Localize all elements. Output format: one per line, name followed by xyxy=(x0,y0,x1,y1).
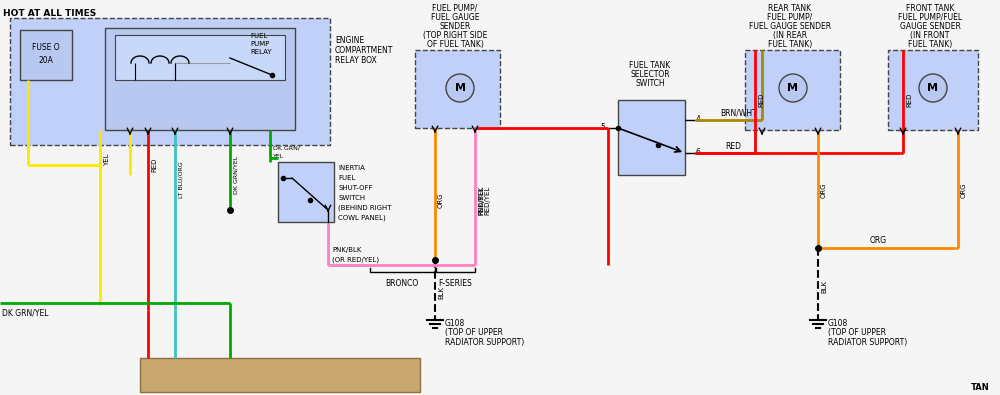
Text: DK GRN/: DK GRN/ xyxy=(273,145,300,150)
Text: BLK: BLK xyxy=(438,286,444,299)
Text: FUEL TANK): FUEL TANK) xyxy=(908,40,952,49)
Bar xyxy=(140,358,420,392)
Text: 20A: 20A xyxy=(39,56,53,64)
Text: RED: RED xyxy=(906,93,912,107)
Text: FUEL PUMP/: FUEL PUMP/ xyxy=(767,13,813,21)
Text: FUEL TANK: FUEL TANK xyxy=(629,60,671,70)
Bar xyxy=(278,162,334,222)
Bar xyxy=(105,28,295,130)
Text: RED: RED xyxy=(725,141,741,150)
Text: SHUT-OFF: SHUT-OFF xyxy=(338,185,373,191)
Text: FUEL: FUEL xyxy=(250,33,267,39)
Text: HOT AT ALL TIMES: HOT AT ALL TIMES xyxy=(3,9,96,17)
Text: M: M xyxy=(455,83,466,93)
Text: G108: G108 xyxy=(445,318,465,327)
Text: (TOP OF UPPER: (TOP OF UPPER xyxy=(445,329,503,337)
Text: RED: RED xyxy=(151,158,157,172)
Text: RELAY: RELAY xyxy=(250,49,272,55)
Text: FUEL: FUEL xyxy=(338,175,355,181)
Bar xyxy=(10,18,330,145)
Text: PUMP: PUMP xyxy=(250,41,269,47)
Bar xyxy=(618,100,685,175)
Text: ORG: ORG xyxy=(961,182,967,198)
Bar xyxy=(415,50,500,128)
Text: SWITCH: SWITCH xyxy=(338,195,365,201)
Text: BLK: BLK xyxy=(821,279,827,293)
Text: (IN FRONT: (IN FRONT xyxy=(910,30,950,40)
Text: SELECTOR: SELECTOR xyxy=(630,70,670,79)
Text: FUSE O: FUSE O xyxy=(32,43,60,51)
Text: DK GRN/YEL: DK GRN/YEL xyxy=(233,156,238,194)
Text: FUEL PUMP/: FUEL PUMP/ xyxy=(432,4,478,13)
Text: BRONCO: BRONCO xyxy=(385,278,419,288)
Text: ENGINE: ENGINE xyxy=(335,36,364,45)
Text: REAR TANK: REAR TANK xyxy=(768,4,812,13)
Text: DK GRN/YEL: DK GRN/YEL xyxy=(2,308,49,318)
Text: RELAY BOX: RELAY BOX xyxy=(335,56,377,64)
Bar xyxy=(115,35,285,80)
Text: PNK/BLK: PNK/BLK xyxy=(478,185,484,215)
Text: RED/YEL: RED/YEL xyxy=(484,185,490,214)
Bar xyxy=(888,50,978,130)
Text: (IN REAR: (IN REAR xyxy=(773,30,807,40)
Text: (OR RED/YEL): (OR RED/YEL) xyxy=(332,257,379,263)
Bar xyxy=(20,30,72,80)
Text: BRN/WHT: BRN/WHT xyxy=(720,109,757,117)
Text: (TOP OF UPPER: (TOP OF UPPER xyxy=(828,329,886,337)
Text: YEL: YEL xyxy=(273,154,284,158)
Text: INERTIA: INERTIA xyxy=(338,165,365,171)
Text: SENDER: SENDER xyxy=(439,21,471,30)
Text: LT BLU/ORG: LT BLU/ORG xyxy=(178,162,183,198)
Text: PNK/BLK: PNK/BLK xyxy=(332,247,361,253)
Bar xyxy=(745,50,840,130)
Circle shape xyxy=(446,74,474,102)
Text: GAUGE SENDER: GAUGE SENDER xyxy=(900,21,960,30)
Text: RADIATOR SUPPORT): RADIATOR SUPPORT) xyxy=(445,339,524,348)
Text: (TOP RIGHT SIDE: (TOP RIGHT SIDE xyxy=(423,30,487,40)
Text: OF FUEL TANK): OF FUEL TANK) xyxy=(427,40,483,49)
Text: ORG: ORG xyxy=(821,182,827,198)
Text: 5: 5 xyxy=(600,122,605,132)
Text: 6: 6 xyxy=(696,147,701,156)
Text: ORG: ORG xyxy=(438,192,444,208)
Text: 4: 4 xyxy=(696,115,701,124)
Text: (BEHIND RIGHT: (BEHIND RIGHT xyxy=(338,205,392,211)
Text: FUEL GAUGE: FUEL GAUGE xyxy=(431,13,479,21)
Text: TAN: TAN xyxy=(971,384,990,393)
Text: F-SERIES: F-SERIES xyxy=(438,278,472,288)
Text: FUEL TANK): FUEL TANK) xyxy=(768,40,812,49)
Text: FUEL GAUGE SENDER: FUEL GAUGE SENDER xyxy=(749,21,831,30)
Circle shape xyxy=(919,74,947,102)
Text: G108: G108 xyxy=(828,318,848,327)
Circle shape xyxy=(779,74,807,102)
Text: COMPARTMENT: COMPARTMENT xyxy=(335,45,393,55)
Text: RADIATOR SUPPORT): RADIATOR SUPPORT) xyxy=(828,339,907,348)
Text: RED: RED xyxy=(758,93,764,107)
Text: YEL: YEL xyxy=(104,154,110,166)
Text: SWITCH: SWITCH xyxy=(635,79,665,88)
Text: ORG: ORG xyxy=(870,235,887,245)
Text: COWL PANEL): COWL PANEL) xyxy=(338,215,386,221)
Text: M: M xyxy=(928,83,938,93)
Text: FRONT TANK: FRONT TANK xyxy=(906,4,954,13)
Text: RED/YEL: RED/YEL xyxy=(478,185,484,214)
Text: FUEL PUMP/FUEL: FUEL PUMP/FUEL xyxy=(898,13,962,21)
Text: M: M xyxy=(788,83,798,93)
